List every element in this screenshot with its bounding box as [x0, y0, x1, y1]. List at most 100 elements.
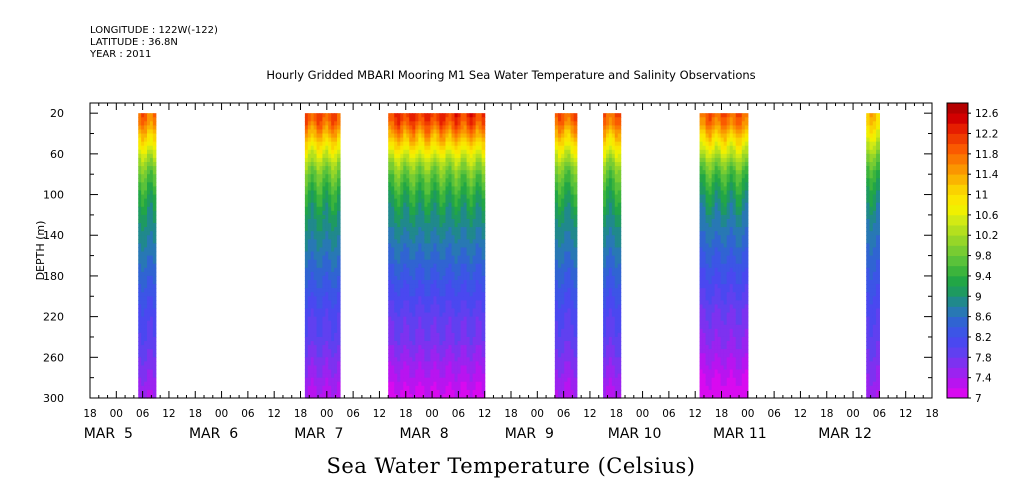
heatmap-cell: [614, 324, 619, 330]
heatmap-cell: [322, 153, 326, 159]
heatmap-cell: [319, 259, 324, 265]
heatmap-cell: [564, 214, 568, 220]
heatmap-cell: [436, 206, 441, 212]
heatmap-cell: [720, 341, 725, 346]
heatmap-cell: [570, 166, 575, 171]
heatmap-cell: [433, 223, 438, 228]
heatmap-cell: [313, 341, 318, 346]
heatmap-cell: [472, 271, 477, 277]
heatmap-cell: [415, 223, 419, 228]
heatmap-cell: [554, 292, 559, 297]
heatmap-cell: [573, 288, 578, 293]
heatmap-cell: [472, 381, 477, 387]
heatmap-cell: [466, 357, 471, 362]
heatmap-cell: [557, 117, 562, 122]
heatmap-cell: [557, 275, 562, 281]
heatmap-cell: [466, 178, 471, 183]
heatmap-cell: [714, 198, 719, 204]
heatmap-cell: [717, 133, 722, 139]
heatmap-cell: [457, 353, 462, 358]
heatmap-cell: [397, 129, 401, 135]
heatmap-cell: [424, 239, 428, 244]
heatmap-cell: [603, 312, 607, 318]
heatmap-cell: [433, 117, 438, 122]
heatmap-cell: [564, 389, 568, 395]
heatmap-cell: [394, 385, 398, 391]
heatmap-cell: [702, 377, 707, 383]
heatmap-cell: [403, 373, 407, 379]
heatmap-cell: [448, 121, 453, 126]
heatmap-cell: [466, 263, 471, 269]
heatmap-cell: [448, 385, 453, 391]
heatmap-cell: [475, 198, 480, 204]
heatmap-cell: [717, 393, 722, 399]
heatmap-cell: [328, 332, 332, 338]
heatmap-cell: [334, 280, 338, 285]
heatmap-cell: [415, 308, 419, 314]
heatmap-cell: [388, 308, 392, 314]
heatmap-cell: [475, 117, 480, 122]
heatmap-cell: [400, 288, 404, 293]
heatmap-cell: [141, 182, 145, 188]
heatmap-cell: [325, 129, 329, 135]
heatmap-cell: [138, 251, 142, 257]
heatmap-cell: [403, 218, 407, 224]
heatmap-cell: [418, 174, 422, 179]
heatmap-cell: [328, 280, 332, 285]
heatmap-cell: [415, 267, 419, 273]
heatmap-cell: [149, 304, 154, 310]
heatmap-cell: [337, 324, 341, 330]
heatmap-cell: [141, 186, 145, 192]
heatmap-cell: [394, 267, 398, 273]
heatmap-cell: [714, 214, 719, 220]
heatmap-cell: [708, 349, 713, 354]
heatmap-cell: [149, 288, 154, 293]
heatmap-cell: [617, 251, 622, 257]
heatmap-cell: [328, 206, 332, 212]
heatmap-cell: [316, 320, 321, 326]
heatmap-cell: [307, 214, 312, 220]
heatmap-cell: [144, 324, 148, 330]
heatmap-cell: [141, 336, 145, 342]
heatmap-cell: [403, 227, 407, 232]
heatmap-cell: [337, 300, 341, 306]
heatmap-cell: [702, 304, 707, 310]
heatmap-cell: [448, 263, 453, 269]
heatmap-cell: [406, 194, 410, 200]
heatmap-cell: [469, 202, 474, 208]
heatmap-cell: [325, 141, 329, 147]
heatmap-cell: [400, 153, 404, 159]
heatmap-cell: [611, 373, 616, 379]
heatmap-cell: [451, 328, 456, 334]
heatmap-cell: [717, 223, 722, 228]
heatmap-cell: [144, 125, 148, 131]
heatmap-cell: [457, 214, 462, 220]
heatmap-cell: [334, 166, 338, 171]
heatmap-cell: [445, 129, 450, 135]
heatmap-cell: [570, 357, 575, 362]
heatmap-cell: [606, 288, 610, 293]
heatmap-cell: [717, 251, 722, 257]
heatmap-cell: [421, 332, 425, 338]
heatmap-cell: [457, 304, 462, 310]
heatmap-cell: [307, 202, 312, 208]
heatmap-cell: [554, 308, 559, 314]
heatmap-cell: [466, 227, 471, 232]
heatmap-cell: [617, 182, 622, 188]
heatmap-cell: [418, 385, 422, 391]
heatmap-cell: [391, 341, 395, 346]
heatmap-cell: [394, 202, 398, 208]
heatmap-cell: [557, 247, 562, 253]
heatmap-cell: [319, 121, 324, 126]
heatmap-cell: [141, 292, 145, 297]
heatmap-cell: [316, 174, 321, 179]
heatmap-cell: [573, 251, 578, 257]
heatmap-cell: [454, 324, 459, 330]
heatmap-cell: [603, 227, 607, 232]
heatmap-cell: [400, 271, 404, 277]
heatmap-cell: [564, 361, 568, 367]
heatmap-cell: [439, 389, 444, 395]
heatmap-cell: [466, 292, 471, 297]
heatmap-cell: [331, 341, 335, 346]
heatmap-cell: [614, 117, 619, 122]
